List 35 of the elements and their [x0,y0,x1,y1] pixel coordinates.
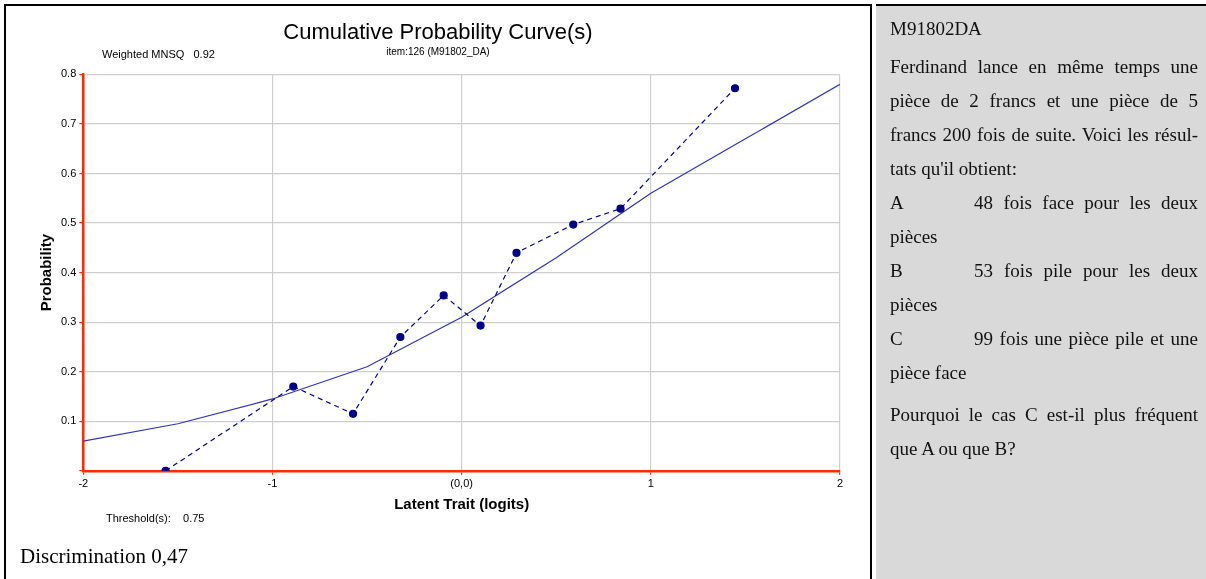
text: Discrimination 0,47 [20,544,188,569]
text: C 99 fois une pièce pile et une pièce face [890,328,1198,383]
x-tick-label: -2 [78,477,89,490]
y-tick-label: 0.2 [60,364,77,377]
point [512,248,521,257]
point [476,321,485,330]
text: Weighted MNSQ 0.92 [102,48,215,60]
x-tick-label: 1 [647,477,654,490]
text: Threshold(s): 0.75 [106,512,205,524]
x-tick-label: 2 [836,477,844,490]
y-axis-title: Probability [37,233,55,312]
point [396,332,405,342]
y-tick-label: 0.1 [60,414,77,427]
text: M91802DA [890,17,983,41]
text: A 48 fois face pour les deux pièces [890,192,1198,247]
y-tick-label: 0.6 [60,166,77,179]
y-tick-label: 0.4 [60,265,77,278]
text: B 53 fois pile pour les deux pièces [890,260,1198,315]
x-tick-label: (0,0) [450,477,473,490]
chart-subtitle: item:126 (M91802_DA) [386,46,490,58]
y-tick-label: 0.3 [60,315,77,328]
point [730,84,740,93]
x-tick-label: -1 [267,477,278,490]
x-axis-title: Latent Trait (logits) [394,495,530,513]
y-tick-label: 0.7 [60,116,77,129]
y-tick-label: 0.5 [60,216,77,229]
point [289,382,298,391]
point [348,409,358,418]
point [569,220,578,229]
point [616,204,625,213]
text: Pourquoi le cas C est-il plus fréquent que A ou que B? [890,403,1198,461]
chart-title: Cumulative Probability Curve(s) [283,19,593,45]
point [439,291,448,300]
y-tick-label: 0.8 [60,67,77,80]
text: Ferdinand lance en même temps une pièce de 2 francs et une pièce de 5 francs 200 fois de suite. Voici les résul-tats qu'il obtient: [890,55,1198,181]
